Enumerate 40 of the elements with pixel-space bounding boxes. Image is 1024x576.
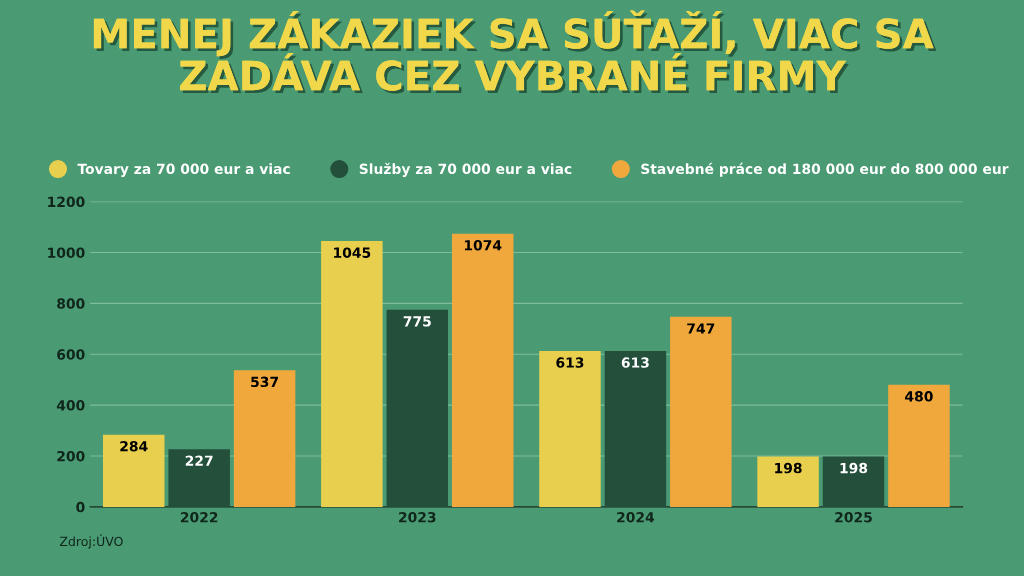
legend-label: Stavebné práce od 180 000 eur do 800 000 eur [641,162,1009,177]
text: Zdroj:ÚVO [59,534,123,549]
y-tick-label: 1000 [48,247,85,258]
bar [604,350,667,507]
bar [321,241,383,507]
data-label: 747 [687,323,715,334]
data-label: 284 [120,440,148,452]
data-label: 198 [840,462,868,474]
data-label: 537 [251,376,278,388]
data-label: 613 [621,357,649,368]
bar [670,316,732,507]
data-label: 613 [556,357,584,368]
bar [386,309,449,507]
chart-title: MENEJ ZÁKAZIEK SA SÚŤAŽÍ, VIAC SA ZADÁVA CEZ VYBRANÉ FIRMY [93,10,937,94]
x-tick-label: 2022 [180,511,218,523]
bar [757,456,819,507]
legend-label: Tovary za 70 000 eur a viac [77,163,290,177]
data-label: 775 [403,316,431,327]
y-tick-label: 600 [57,349,85,360]
y-tick-label: 800 [57,298,85,309]
x-tick-label: 2025 [835,511,872,523]
bar [102,434,165,507]
data-label: 198 [775,462,802,474]
data-label: 1045 [334,247,371,258]
legend-label: Služby za 70 000 eur a viac [359,162,572,177]
y-tick-label: 0 [76,501,85,513]
data-label: 480 [905,391,933,402]
bar [888,384,950,507]
bar [539,350,601,507]
bar [233,370,296,507]
x-tick-label: 2023 [399,511,436,523]
bar [451,233,514,507]
y-tick-label: 400 [56,400,85,411]
data-label: 1074 [464,240,502,251]
bar [822,456,885,507]
x-tick-label: 2024 [617,511,655,523]
y-tick-label: 200 [57,450,85,462]
bar [168,449,230,507]
y-tick-label: 1200 [48,196,85,208]
data-label: 227 [185,455,213,466]
